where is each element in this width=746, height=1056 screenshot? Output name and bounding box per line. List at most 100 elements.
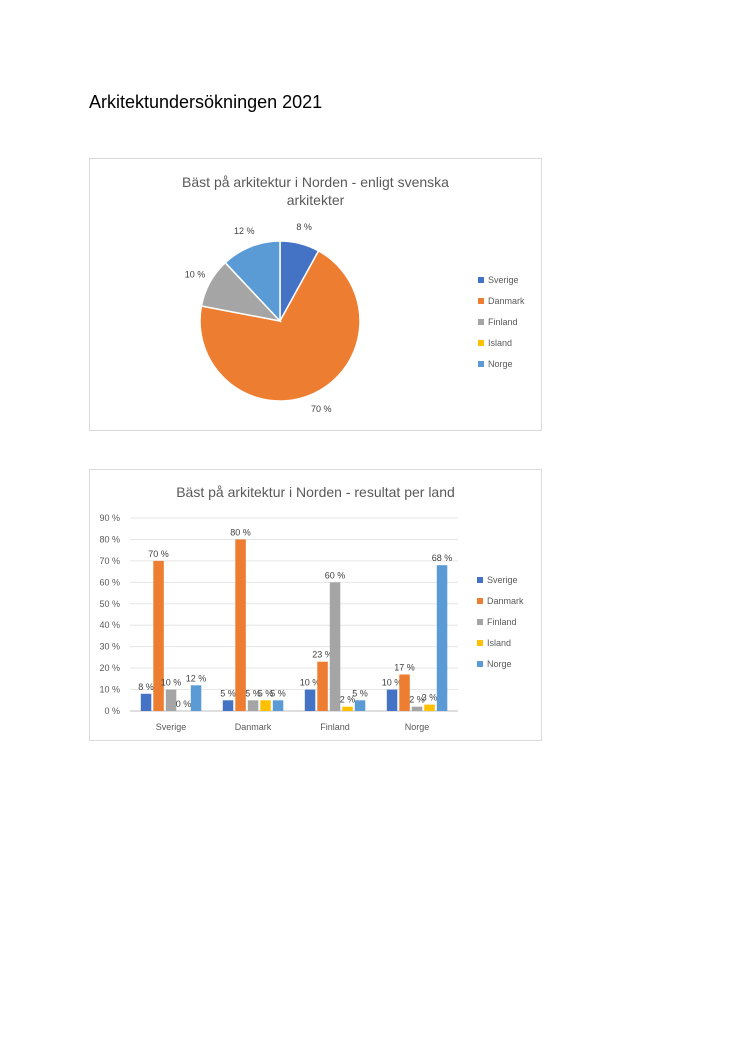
bar-data-label-finland-sverige: 10 % [300,678,321,688]
bar-data-label-danmark-finland: 5 % [245,688,261,698]
bar-danmark-sverige [222,700,234,711]
pie-legend-swatch-island [478,339,484,346]
bar-danmark-norge [272,700,284,711]
pie-legend-swatch-danmark [478,297,484,304]
bar-data-label-finland-island: 2 % [340,695,356,705]
bar-legend-label-finland: Finland [487,616,517,627]
bar-y-tick-label: 60 % [99,577,120,587]
pie-legend-item-sverige: Sverige [478,269,525,290]
bar-finland-norge [354,700,366,711]
bar-legend-swatch-finland [477,618,483,625]
bar-x-tick-label-norge: Norge [405,722,430,732]
bar-data-label-norge-island: 3 % [422,693,438,703]
pie-chart-title: Bäst på arkitektur i Norden - enligt sve… [90,173,541,209]
bar-finland-island [342,706,353,711]
bar-y-tick-label: 80 % [99,534,120,544]
bar-data-label-sverige-sverige: 8 % [138,682,154,692]
pie-legend: Sverige Danmark Finland Island Norge [478,269,525,374]
bar-legend-swatch-danmark [477,597,483,604]
bar-y-tick-label: 70 % [99,556,120,566]
bar-y-tick-label: 30 % [99,642,120,652]
bar-x-tick-label-sverige: Sverige [156,722,187,732]
pie-data-label-sverige: 8 % [296,222,312,232]
pie-legend-label-finland: Finland [488,316,518,327]
bar-y-tick-label: 50 % [99,599,120,609]
pie-legend-label-sverige: Sverige [488,274,519,285]
pie-chart-title-line-2: arkitekter [286,192,345,208]
bar-danmark-danmark [235,539,246,711]
bar-data-label-sverige-finland: 10 % [161,678,182,688]
bar-data-label-sverige-danmark: 70 % [148,549,169,559]
bar-danmark-island [260,700,271,711]
bar-legend-item-island: Island [477,632,524,653]
bar-legend-item-danmark: Danmark [477,590,524,611]
bar-chart-title: Bäst på arkitektur i Norden - resultat p… [176,484,455,500]
pie-slice-danmark [199,249,361,402]
bar-norge-island [424,704,435,711]
pie-legend-item-norge: Norge [478,353,525,374]
bar-data-label-danmark-danmark: 80 % [230,527,251,537]
bar-legend-item-finland: Finland [477,611,524,632]
bar-chart: Bäst på arkitektur i Norden - resultat p… [89,469,542,741]
bar-data-label-sverige-norge: 12 % [186,673,207,683]
bar-x-tick-label-finland: Finland [320,722,350,732]
bar-data-label-norge-sverige: 10 % [382,678,403,688]
bar-legend-label-sverige: Sverige [487,574,518,585]
bar-data-label-sverige-island: 0 % [176,699,192,709]
pie-chart-title-line-1: Bäst på arkitektur i Norden - enligt sve… [182,174,449,190]
bar-y-tick-label: 0 % [104,706,120,716]
bar-finland-sverige [304,689,316,711]
document-title: Arkitektundersökningen 2021 [89,92,323,112]
bar-legend-label-norge: Norge [487,658,512,669]
pie-legend-item-finland: Finland [478,311,525,332]
bar-legend-swatch-island [477,639,483,646]
pie-legend-swatch-finland [478,318,484,325]
pie-legend-item-danmark: Danmark [478,290,525,311]
bar-data-label-danmark-sverige: 5 % [220,688,236,698]
pie-chart: Bäst på arkitektur i Norden - enligt sve… [89,158,542,431]
bar-plot-area: 0 % 10 % 20 % 30 % 40 % 50 % 60 % 70 % 80 % 90 % 8… [99,513,458,732]
bar-sverige-sverige [140,693,152,711]
bar-data-label-danmark-island: 5 % [258,688,274,698]
bar-finland-danmark [317,661,328,711]
bar-x-tick-label-danmark: Danmark [235,722,272,732]
bar-danmark-finland [247,700,259,711]
bar-legend-item-norge: Norge [477,653,524,674]
bar-y-tick-label: 40 % [99,620,120,630]
bar-legend-swatch-norge [477,660,483,667]
pie-legend-label-norge: Norge [488,358,513,369]
bar-legend-label-island: Island [487,637,512,648]
bar-y-tick-label: 10 % [99,685,120,695]
bar-norge-danmark [399,674,410,711]
pie-legend-swatch-sverige [478,276,484,283]
pie-plot-area: 8 % 70 % 10 % 12 % [185,222,361,414]
pie-legend-label-island: Island [488,337,513,348]
bar-data-label-finland-finland: 60 % [325,570,346,580]
bar-legend-label-danmark: Danmark [487,595,524,606]
bar-norge-norge [436,565,448,711]
bar-sverige-norge [190,685,202,711]
bar-legend-item-sverige: Sverige [477,569,524,590]
bar-legend: Sverige Danmark Finland Island Norge [477,569,524,674]
bar-y-tick-label: 20 % [99,663,120,673]
pie-legend-swatch-norge [478,360,484,367]
pie-slice-norge [224,240,281,323]
pie-data-label-finland: 10 % [185,269,206,279]
pie-legend-label-danmark: Danmark [488,295,525,306]
bar-data-label-norge-norge: 68 % [432,553,453,563]
bar-data-label-norge-finland: 2 % [409,695,425,705]
pie-data-label-norge: 12 % [234,226,255,236]
bar-data-label-finland-danmark: 23 % [312,650,333,660]
bar-data-label-norge-danmark: 17 % [394,663,415,673]
pie-legend-item-island: Island [478,332,525,353]
bar-finland-finland [329,582,341,711]
bar-legend-swatch-sverige [477,576,483,583]
bar-data-label-danmark-norge: 5 % [270,688,286,698]
bar-norge-finland [411,706,423,711]
bar-sverige-danmark [153,560,164,711]
bar-norge-sverige [386,689,398,711]
bar-data-label-finland-norge: 5 % [352,688,368,698]
bar-sverige-finland [165,689,177,711]
pie-data-label-danmark: 70 % [311,404,332,414]
bar-y-tick-label: 90 % [99,513,120,523]
